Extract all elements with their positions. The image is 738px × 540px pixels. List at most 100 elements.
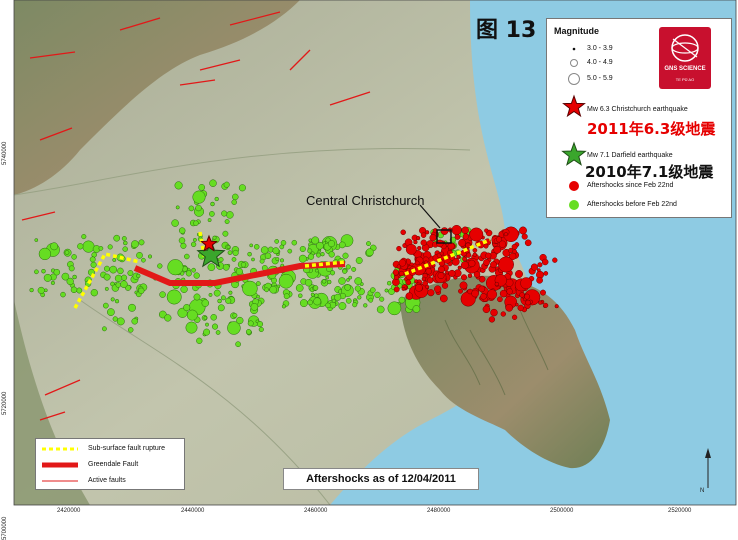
- aftershock-dot: [462, 233, 470, 240]
- aftershock-dot: [325, 302, 331, 309]
- gns-logo: GNS SCIENCE TE PŪ AO: [659, 27, 711, 89]
- mw71-label: Mw 7.1 Darfield earthquake: [587, 152, 673, 159]
- aftershock-dot: [127, 327, 134, 333]
- aftershock-dot: [398, 270, 405, 277]
- aftershock-dot: [307, 299, 313, 306]
- aftershock-dot: [37, 286, 45, 294]
- aftershock-dot: [427, 277, 434, 284]
- aftershock-dot: [540, 289, 546, 296]
- aftershock-dot: [352, 302, 358, 308]
- aftershock-dot: [207, 218, 212, 223]
- aftershock-dot: [298, 293, 303, 298]
- aftershock-dot: [131, 240, 139, 248]
- greendale-label: Greendale Fault: [88, 461, 139, 468]
- aftershock-dot: [490, 308, 498, 317]
- aftershock-dot: [191, 267, 196, 273]
- aftershock-dot: [196, 337, 203, 344]
- size-label: 3.0 - 3.9: [587, 45, 613, 52]
- aftershock-dot: [519, 226, 527, 235]
- aftershock-dot: [521, 233, 528, 240]
- aftershock-dot: [448, 269, 456, 277]
- aftershock-dot: [242, 280, 258, 297]
- aftershock-dot: [201, 299, 210, 307]
- aftershock-dot: [203, 316, 208, 320]
- mw63-epicentre-star: [200, 234, 218, 252]
- aftershock-dot: [379, 296, 385, 302]
- aftershock-dot: [490, 261, 497, 269]
- aftershock-dot: [394, 275, 399, 281]
- aftershock-dot: [543, 271, 549, 276]
- aftershock-dot: [338, 241, 346, 249]
- aftershock-dot: [208, 292, 213, 297]
- gns-globe-icon: [671, 34, 699, 62]
- aftershock-dot: [217, 298, 222, 304]
- aftershock-dot: [405, 279, 412, 286]
- aftershock-dot: [226, 211, 234, 219]
- aftershock-dot: [166, 289, 182, 305]
- aftershock-dot: [264, 252, 272, 260]
- aftershock-dot: [505, 303, 514, 312]
- aftershock-dot: [275, 257, 280, 262]
- aftershock-dot: [299, 299, 308, 308]
- size-4-symbol: [570, 59, 578, 67]
- aftershock-dot: [68, 265, 75, 272]
- aftershock-dot: [328, 251, 335, 258]
- aftershock-dot: [415, 235, 421, 241]
- aftershock-dot: [227, 321, 241, 335]
- aftershock-dot: [258, 326, 264, 333]
- aftershock-dot: [117, 267, 124, 275]
- aftershock-dot: [451, 224, 462, 236]
- aftershock-dot: [393, 286, 400, 293]
- aftershock-dot: [439, 294, 448, 303]
- aftershock-dot: [512, 249, 517, 254]
- aftershock-dot: [374, 291, 381, 299]
- aftershocks-since-feb22: [392, 224, 559, 323]
- aftershock-dot: [412, 305, 421, 313]
- mw63-chinese-label: 2011年6.3级地震: [587, 120, 716, 138]
- aftershock-dot: [240, 262, 247, 268]
- aftershock-dot: [190, 241, 197, 248]
- aftershock-dot: [128, 303, 136, 312]
- aftershock-dot: [209, 179, 217, 187]
- aftershock-dot: [283, 293, 290, 300]
- aftershock-dot: [60, 291, 66, 298]
- aftershock-dot: [136, 273, 141, 279]
- aftershock-dot: [115, 282, 122, 288]
- aftershock-dot: [211, 323, 219, 330]
- aftershock-dot: [461, 226, 469, 235]
- aftershock-dot: [346, 278, 350, 282]
- aftershock-dot: [414, 279, 419, 284]
- aftershock-dot: [437, 272, 445, 280]
- aftershock-dot: [232, 312, 238, 318]
- aftershock-dot: [186, 309, 198, 321]
- x-tick: 2460000: [304, 508, 328, 514]
- map-caption: Aftershocks as of 12/04/2011: [283, 468, 479, 490]
- aftershock-dot: [238, 184, 246, 192]
- aftershock-dot: [326, 279, 332, 285]
- aftershock-dot: [345, 264, 351, 270]
- active-faults: [21, 11, 371, 421]
- aftershock-dot: [440, 227, 449, 235]
- aftershock-dot: [357, 295, 362, 300]
- aftershock-dot: [104, 286, 109, 291]
- aftershock-dot: [396, 245, 402, 252]
- aftershock-dot: [193, 272, 200, 279]
- size-3-symbol: [572, 47, 576, 51]
- aftershock-dot: [537, 262, 543, 268]
- y-tick: 5700000: [2, 516, 8, 540]
- aftershock-dot: [437, 265, 445, 273]
- aftershock-dot: [249, 243, 254, 248]
- aftershock-dot: [178, 227, 186, 234]
- aftershock-dot: [552, 257, 558, 263]
- aftershock-dot: [70, 286, 78, 294]
- label-leader: [419, 204, 441, 229]
- aftershock-dot: [121, 274, 128, 281]
- aftershock-dot: [519, 292, 525, 298]
- before-label: Aftershocks before Feb 22nd: [587, 201, 677, 208]
- aftershock-dot: [417, 245, 422, 251]
- aftershock-dot: [50, 242, 59, 251]
- aftershock-dot: [478, 285, 486, 293]
- aftershock-dot: [488, 316, 496, 323]
- aftershock-dot: [471, 289, 479, 298]
- aftershock-dot: [253, 244, 260, 250]
